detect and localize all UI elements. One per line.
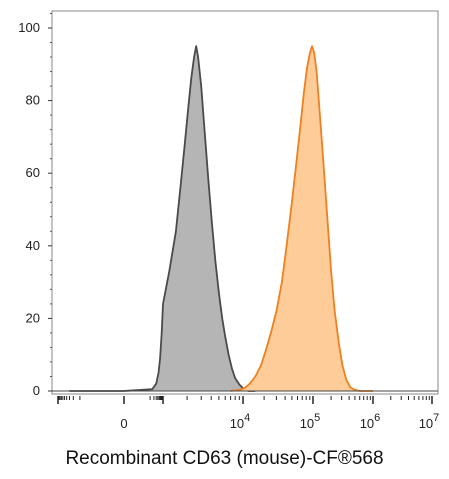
histogram-line-2 [230,45,373,392]
x-tick-label: 107 [419,412,440,431]
histogram-area-1 [69,46,256,391]
plot-frame [51,10,439,395]
series-layer [52,45,438,392]
y-tick-label: 40 [26,238,40,253]
x-tick-label: 0 [120,416,127,431]
x-tick-label: 106 [360,412,381,431]
x-tick-label: 104 [230,412,251,431]
y-axis: 0 20 40 60 80 100 [18,12,52,398]
y-tick-label: 100 [18,20,40,35]
histogram-area-2 [230,46,373,391]
y-tick-label: 60 [26,165,40,180]
x-axis-title: Recombinant CD63 (mouse)-CF®568 [65,448,384,469]
x-tick-label: 105 [300,412,321,431]
y-tick-label: 80 [26,93,40,108]
x-axis: 0 104 105 106 107 [57,396,440,431]
y-tick-label: 20 [26,310,40,325]
histogram-line-1 [69,45,256,392]
y-tick-label: 0 [33,383,40,398]
